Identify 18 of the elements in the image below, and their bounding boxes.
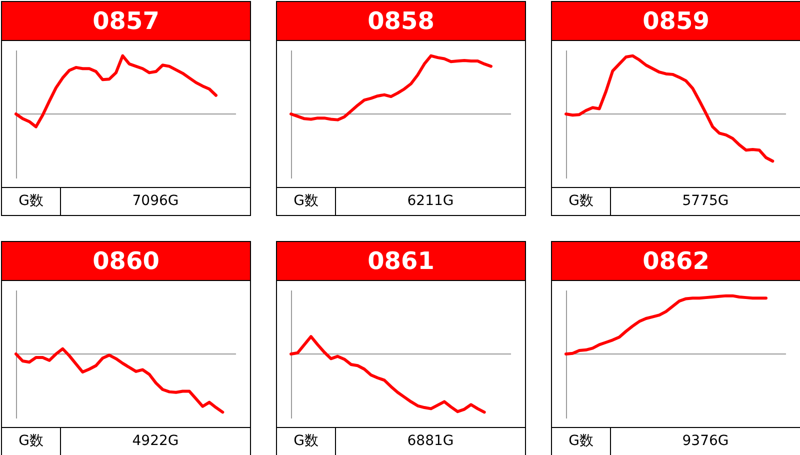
chart-title: 0862 <box>552 242 800 281</box>
text: 6211G <box>406 192 455 211</box>
chart-title: 0860 <box>2 242 250 281</box>
text: 9376G <box>681 432 730 451</box>
chart-title: 0857 <box>2 2 250 41</box>
chart-title: 0859 <box>552 2 800 41</box>
text: 5775G <box>681 192 730 211</box>
text: G数 <box>277 188 336 215</box>
chart-title: 0861 <box>277 242 525 281</box>
text: G数 <box>552 188 611 215</box>
text: G数 <box>2 188 61 215</box>
text: 4922G <box>131 432 180 451</box>
text: G数 <box>2 428 61 455</box>
text: 7096G <box>131 192 180 211</box>
text: G数 <box>552 428 611 455</box>
text: G数 <box>277 428 336 455</box>
text: 6881G <box>406 432 455 451</box>
chart-title: 0858 <box>277 2 525 41</box>
